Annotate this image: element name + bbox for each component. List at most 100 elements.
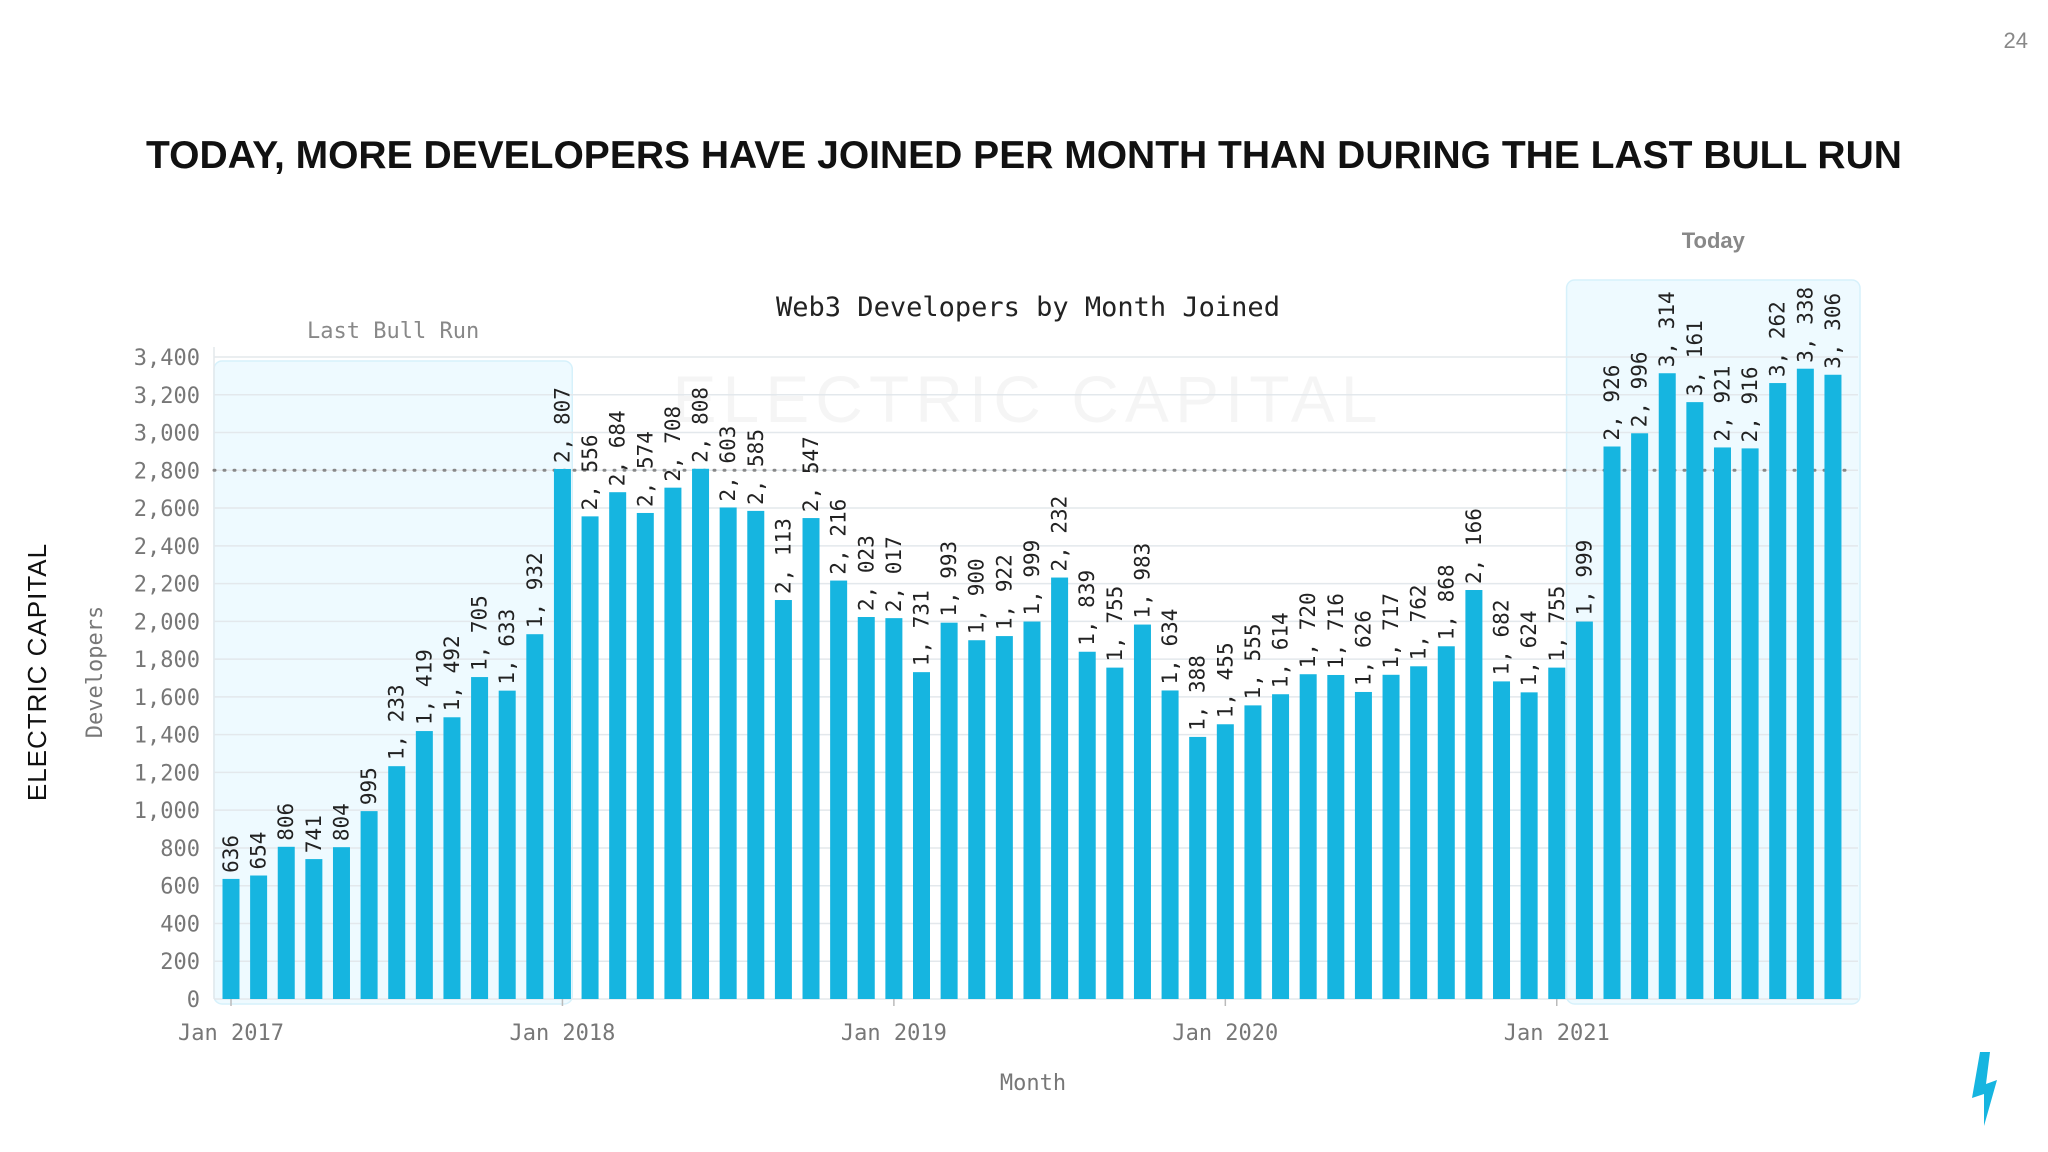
bar [581, 516, 599, 999]
bar [1520, 692, 1538, 999]
bar-value-label: 1, 626 [1351, 610, 1375, 686]
highlight-region-label: Today [1682, 228, 1746, 253]
y-tick-label: 400 [160, 912, 200, 937]
bar-value-label: 741 [302, 815, 326, 853]
bar [1354, 691, 1372, 999]
bar-value-label: 1, 716 [1324, 593, 1348, 669]
bar-value-label: 2, 684 [606, 410, 630, 486]
bar [1548, 667, 1566, 999]
bar [885, 618, 903, 999]
x-tick-label: Jan 2018 [509, 1021, 615, 1046]
bar-value-label: 995 [357, 767, 381, 805]
bar [1382, 674, 1400, 999]
bar [968, 640, 986, 999]
bar [1023, 621, 1041, 999]
bar-value-label: 1, 983 [1130, 543, 1154, 619]
logo-text: ELECTRIC CAPITAL [22, 543, 52, 801]
page-number: 24 [2003, 28, 2028, 53]
bar-value-label: 3, 306 [1821, 293, 1845, 369]
bar-value-label: 1, 999 [1020, 540, 1044, 616]
lightning-bolt-icon [1972, 1052, 1997, 1126]
bar [857, 617, 875, 999]
bar [1713, 447, 1731, 999]
bar-value-label: 1, 922 [992, 554, 1016, 630]
bar [1244, 705, 1262, 999]
bar-value-label: 1, 999 [1572, 540, 1596, 616]
bar [719, 507, 737, 999]
y-tick-label: 2,800 [134, 459, 200, 484]
bar [1106, 667, 1124, 999]
x-tick-label: Jan 2019 [841, 1021, 947, 1046]
y-tick-label: 600 [160, 875, 200, 900]
y-tick-label: 1,000 [134, 799, 200, 824]
bar-value-label: 1, 762 [1407, 584, 1431, 660]
bar-value-label: 1, 705 [468, 595, 492, 671]
y-tick-label: 200 [160, 950, 200, 975]
bar-value-label: 806 [274, 803, 298, 841]
bar [1686, 402, 1704, 1000]
y-tick-label: 1,800 [134, 648, 200, 673]
y-axis-label: Developers [83, 606, 108, 738]
bar-value-label: 1, 993 [937, 541, 961, 617]
bar [360, 811, 378, 999]
bar [1161, 690, 1179, 999]
x-tick-label: Jan 2017 [178, 1021, 284, 1046]
y-tick-label: 1,200 [134, 761, 200, 786]
bar [1437, 646, 1455, 999]
bar-value-label: 1, 633 [495, 609, 519, 685]
y-tick-label: 3,200 [134, 384, 200, 409]
bar-value-label: 1, 839 [1075, 570, 1099, 646]
bar-value-label: 1, 233 [385, 684, 409, 760]
bar [774, 600, 792, 999]
bar [1631, 433, 1649, 1000]
bar [388, 766, 406, 999]
bar [222, 878, 240, 999]
bar [526, 634, 544, 999]
bar [802, 518, 820, 999]
bar [940, 622, 958, 999]
bar [1410, 666, 1428, 999]
chart-title: Web3 Developers by Month Joined [776, 292, 1280, 323]
bar-value-label: 2, 921 [1710, 366, 1734, 442]
bar [747, 510, 765, 999]
bar [609, 492, 627, 999]
bar-value-label: 1, 900 [965, 558, 989, 634]
bar-value-label: 2, 808 [689, 387, 713, 463]
bar-value-label: 1, 555 [1241, 624, 1265, 700]
bar-value-label: 2, 113 [771, 518, 795, 594]
bar-value-label: 2, 585 [744, 429, 768, 505]
bar [250, 875, 268, 999]
bar-value-label: 2, 216 [827, 499, 851, 575]
bar [692, 468, 710, 999]
bar-value-label: 2, 916 [1738, 367, 1762, 443]
x-tick-label: Jan 2021 [1504, 1021, 1610, 1046]
bar [1493, 681, 1511, 999]
bar-value-label: 1, 388 [1186, 655, 1210, 731]
bar-value-label: 2, 166 [1462, 508, 1486, 584]
y-tick-label: 3,000 [134, 422, 200, 447]
bar-value-label: 2, 996 [1628, 351, 1652, 427]
bar-value-label: 2, 603 [716, 426, 740, 502]
bar [995, 636, 1013, 999]
bar-value-label: 2, 556 [578, 435, 602, 511]
bar-value-label: 2, 017 [882, 536, 906, 612]
bar-value-label: 3, 262 [1766, 301, 1790, 377]
y-tick-label: 2,000 [134, 610, 200, 635]
bar-value-label: 1, 755 [1103, 586, 1127, 662]
bar [443, 717, 461, 999]
bar-value-label: 654 [247, 832, 271, 870]
x-axis-label: Month [1000, 1071, 1066, 1096]
x-tick-label: Jan 2020 [1172, 1021, 1278, 1046]
bar-value-label: 1, 755 [1545, 586, 1569, 662]
bar-value-label: 636 [219, 835, 243, 873]
y-tick-label: 3,400 [134, 346, 200, 371]
page-title: Today, more developers have joined per m… [100, 132, 1948, 180]
bar [913, 672, 930, 999]
bar-value-label: 1, 624 [1517, 610, 1541, 686]
bar [1575, 621, 1593, 999]
bar [1741, 448, 1759, 999]
bar-value-label: 3, 338 [1793, 287, 1817, 363]
bar [305, 859, 323, 999]
bar-value-label: 1, 634 [1158, 609, 1182, 685]
y-tick-label: 800 [160, 837, 200, 862]
